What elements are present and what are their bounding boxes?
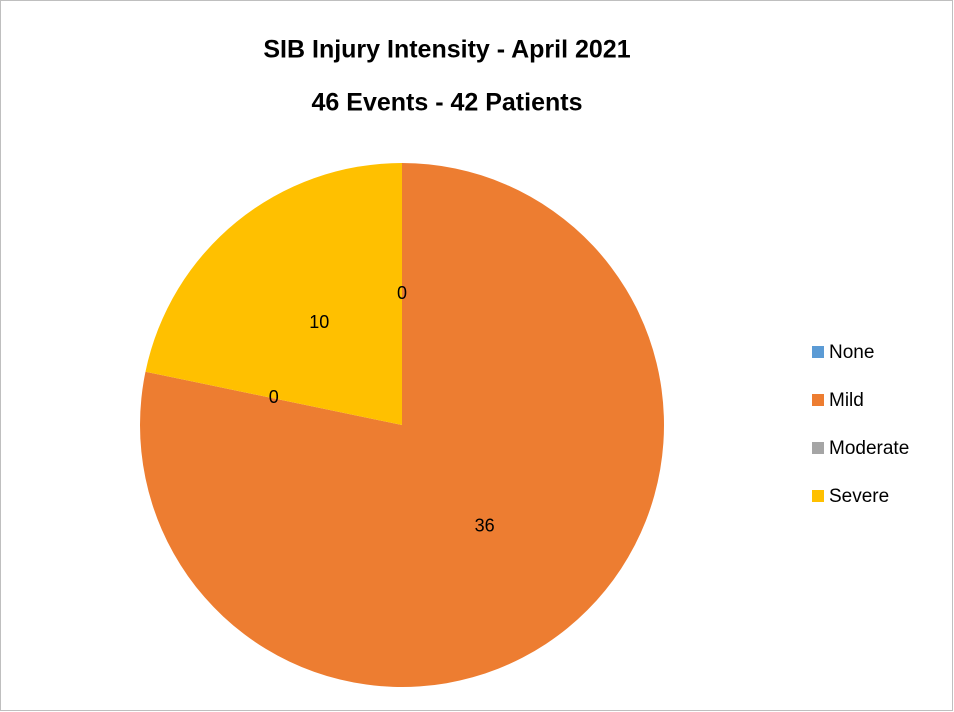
chart-title: SIB Injury Intensity - April 2021 xyxy=(263,36,630,64)
data-label: 10 xyxy=(309,312,329,332)
pie-slice xyxy=(145,163,402,425)
legend-swatch xyxy=(812,346,824,358)
legend-swatch xyxy=(812,442,824,454)
data-label: 0 xyxy=(269,387,279,407)
data-label: 0 xyxy=(397,283,407,303)
legend-label: Mild xyxy=(829,390,864,411)
data-label: 36 xyxy=(475,515,495,535)
legend-swatch xyxy=(812,394,824,406)
legend-label: None xyxy=(829,342,874,363)
chart-subtitle: 46 Events - 42 Patients xyxy=(312,89,583,117)
legend-label: Severe xyxy=(829,486,889,507)
legend-swatch xyxy=(812,490,824,502)
legend-label: Moderate xyxy=(829,438,909,459)
